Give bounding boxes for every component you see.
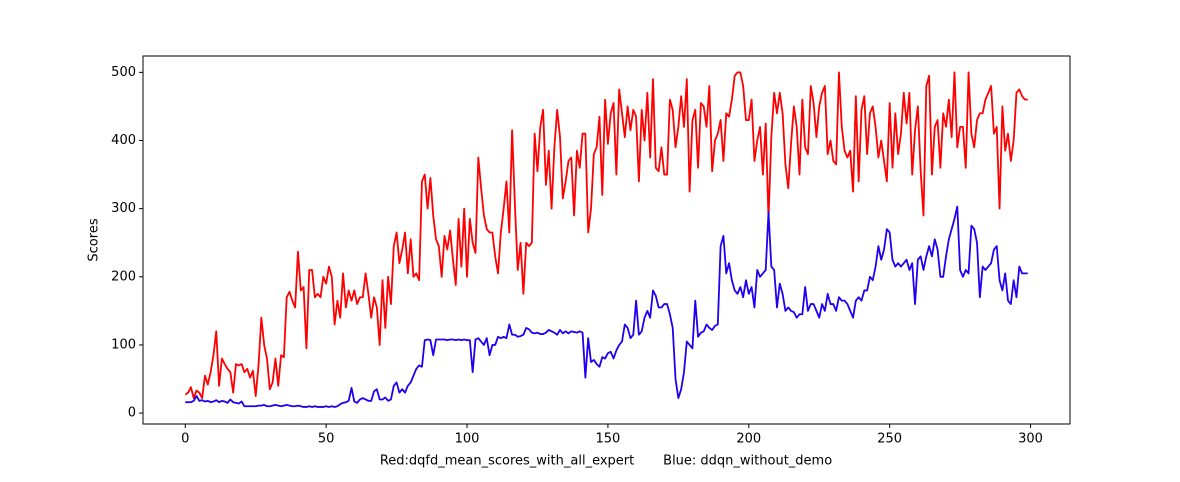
x-tick-label: 50 xyxy=(318,432,335,447)
x-axis-label: Red:dqfd_mean_scores_with_all_expert Blu… xyxy=(380,454,832,469)
y-axis-label: Scores xyxy=(87,218,102,261)
y-tick-label: 0 xyxy=(128,406,136,421)
x-tick-label: 200 xyxy=(736,432,761,447)
series-line xyxy=(185,205,1028,408)
y-tick-label: 100 xyxy=(111,337,136,352)
x-tick-label: 0 xyxy=(181,432,189,447)
x-tick-label: 100 xyxy=(455,432,480,447)
y-tick-label: 400 xyxy=(111,133,136,148)
x-tick-label: 150 xyxy=(595,432,620,447)
y-tick-label: 300 xyxy=(111,201,136,216)
y-tick-label: 200 xyxy=(111,269,136,284)
x-tick-label: 300 xyxy=(1018,432,1043,447)
x-tick-label: 250 xyxy=(877,432,902,447)
plot-frame xyxy=(142,55,1071,425)
series-line xyxy=(184,71,1028,399)
y-tick-label: 500 xyxy=(111,65,136,80)
